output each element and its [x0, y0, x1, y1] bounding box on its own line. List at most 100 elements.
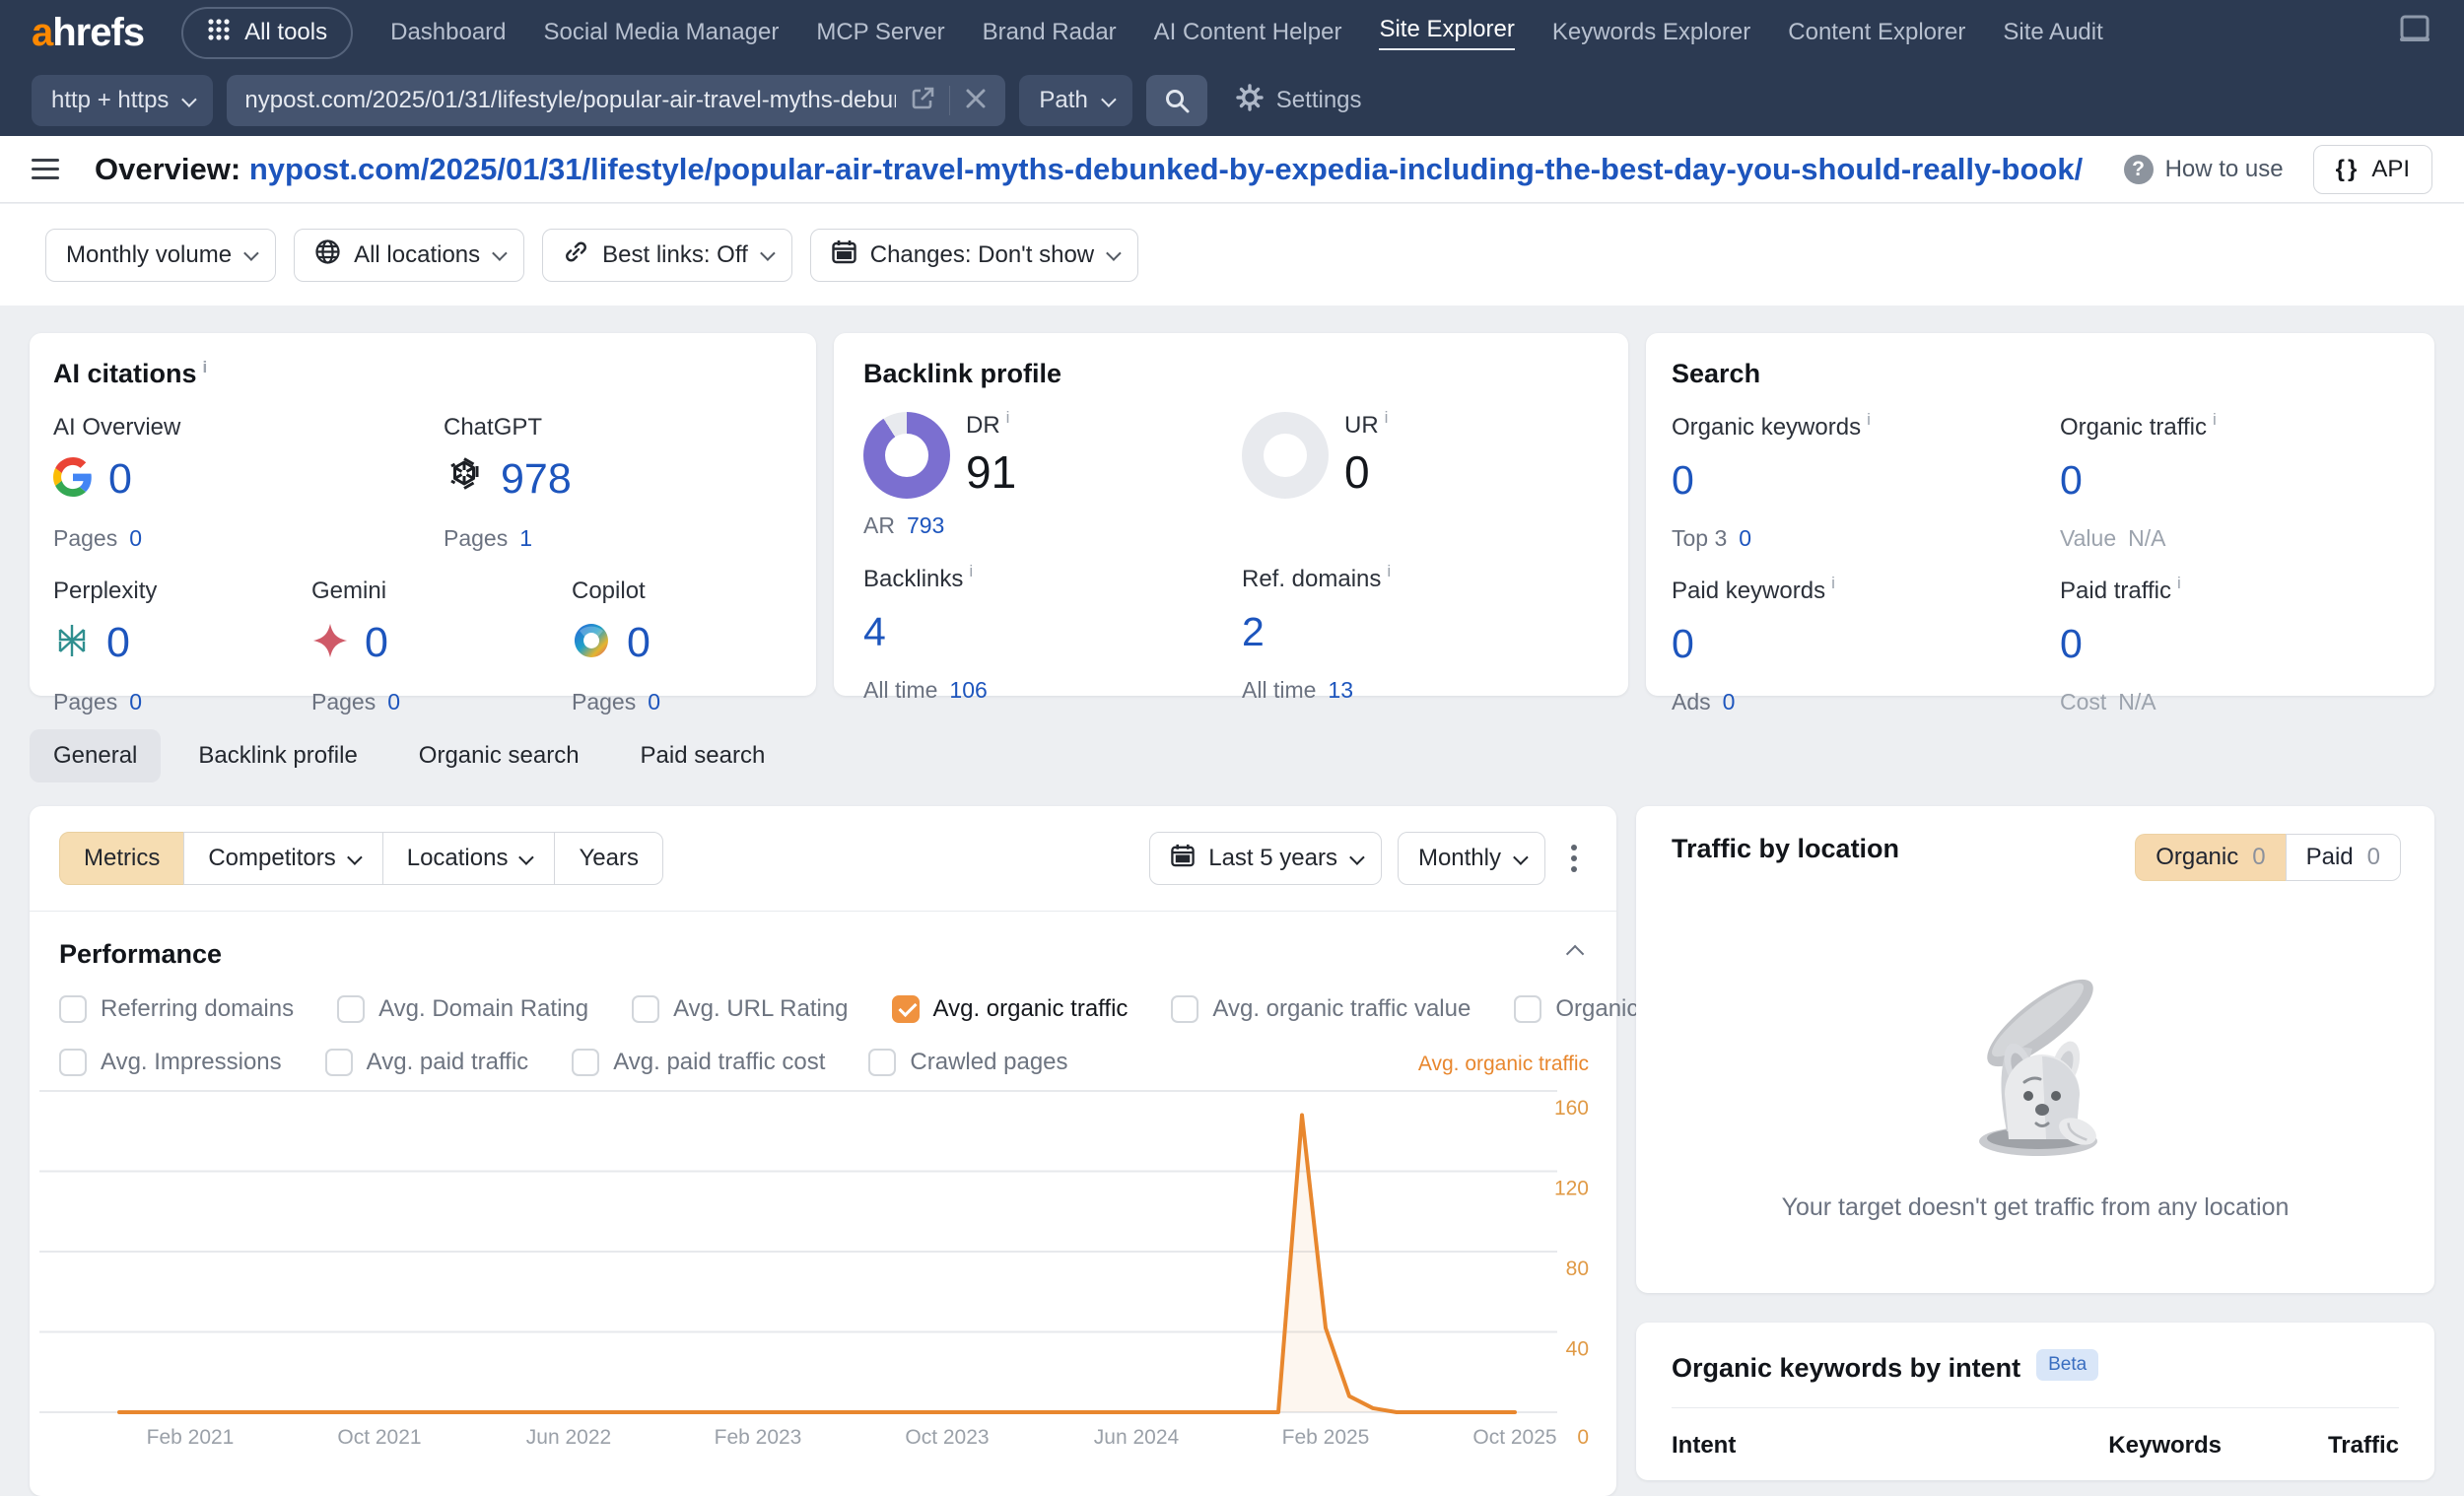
target-url-link[interactable]: nypost.com/2025/01/31/lifestyle/popular-…: [249, 152, 2083, 186]
divider: [949, 86, 950, 115]
google-icon: [53, 457, 93, 502]
chevron-down-icon: [519, 850, 535, 865]
nav-item-dashboard[interactable]: Dashboard: [390, 19, 506, 46]
nav-item-social-media-manager[interactable]: Social Media Manager: [544, 19, 780, 46]
all-time-link[interactable]: 13: [1328, 677, 1353, 704]
changes-dropdown[interactable]: Changes: Don't show: [810, 229, 1138, 282]
collapse-section-icon[interactable]: [1570, 946, 1583, 964]
how-to-use-button[interactable]: ? How to use: [2124, 155, 2284, 184]
keywords-column-header[interactable]: Keywords: [2015, 1432, 2222, 1460]
backlinks-value-link[interactable]: 4: [863, 609, 988, 655]
metrics-segment[interactable]: Metrics: [59, 832, 184, 885]
info-icon[interactable]: [1381, 574, 1391, 590]
best-links-dropdown[interactable]: Best links: Off: [542, 229, 792, 282]
pages-link[interactable]: 0: [648, 689, 660, 715]
copilot-icon: [572, 621, 611, 665]
monthly-volume-dropdown[interactable]: Monthly volume: [45, 229, 276, 282]
metric-chatgpt: ChatGPT 978 Pages1: [444, 414, 572, 552]
svg-text:0: 0: [1577, 1426, 1589, 1449]
performance-card: Metrics Competitors Locations Years Last…: [30, 806, 1616, 1496]
nav-item-brand-radar[interactable]: Brand Radar: [983, 19, 1117, 46]
metric-paid-traffic: Paid traffic 0 CostN/A: [2060, 578, 2181, 715]
external-link-icon[interactable]: [910, 86, 935, 116]
checkbox-icon[interactable]: [1514, 995, 1541, 1023]
pages-link[interactable]: 0: [129, 689, 142, 715]
checkbox-icon[interactable]: [337, 995, 365, 1023]
nav-item-ai-content-helper[interactable]: AI Content Helper: [1154, 19, 1342, 46]
metric-checkbox[interactable]: Referring domains: [59, 995, 294, 1023]
nav-item-site-audit[interactable]: Site Audit: [2003, 19, 2102, 46]
target-input[interactable]: nypost.com/2025/01/31/lifestyle/popular-…: [227, 75, 1005, 126]
checkbox-icon[interactable]: [632, 995, 659, 1023]
info-icon[interactable]: [963, 574, 973, 590]
checkbox-icon[interactable]: [892, 995, 920, 1023]
search-button[interactable]: [1146, 75, 1207, 126]
pages-link[interactable]: 0: [129, 525, 142, 552]
metric-checkbox[interactable]: Avg. organic traffic value: [1171, 995, 1471, 1023]
info-icon[interactable]: [2207, 422, 2217, 439]
ads-link[interactable]: 0: [1723, 689, 1736, 715]
all-tools-button[interactable]: All tools: [181, 7, 353, 59]
info-icon[interactable]: [1861, 422, 1871, 439]
ar-value-link[interactable]: 793: [907, 512, 944, 539]
traffic-column-header[interactable]: Traffic: [2222, 1432, 2399, 1460]
nav-item-keywords-explorer[interactable]: Keywords Explorer: [1552, 19, 1750, 46]
url-rating-donut: [1242, 412, 1329, 499]
empty-state-mascot-illustration: [1922, 976, 2149, 1168]
metric-checkbox[interactable]: Avg. URL Rating: [632, 995, 848, 1023]
info-icon[interactable]: [197, 359, 208, 388]
checkbox-icon[interactable]: [1171, 995, 1198, 1023]
pages-link[interactable]: 0: [387, 689, 400, 715]
nav-item-content-explorer[interactable]: Content Explorer: [1788, 19, 1965, 46]
info-icon[interactable]: [2171, 585, 2181, 602]
tab-paid-search[interactable]: Paid search: [617, 729, 789, 782]
svg-text:Oct 2025: Oct 2025: [1472, 1426, 1556, 1449]
ai-citations-card: AI citations AI Overview 0 Pages0 ChatGP…: [30, 333, 816, 696]
chevron-down-icon: [1106, 245, 1122, 261]
paid-toggle-button[interactable]: Paid 0: [2286, 834, 2401, 881]
checkbox-icon[interactable]: [59, 995, 87, 1023]
page-header: Overview: nypost.com/2025/01/31/lifestyl…: [0, 136, 2464, 203]
intent-column-header[interactable]: Intent: [1672, 1432, 1736, 1460]
metric-ai-overview: AI Overview 0 Pages0: [53, 414, 180, 552]
clear-icon[interactable]: [964, 87, 988, 115]
locations-segment[interactable]: Locations: [382, 832, 556, 885]
device-laptop-icon[interactable]: [2397, 14, 2432, 52]
info-icon[interactable]: [1000, 420, 1010, 437]
all-time-link[interactable]: 106: [949, 677, 987, 704]
question-icon: ?: [2124, 155, 2154, 184]
granularity-dropdown[interactable]: Monthly: [1398, 832, 1545, 885]
settings-button[interactable]: Settings: [1235, 83, 1362, 119]
all-tools-label: All tools: [244, 19, 327, 46]
ahrefs-logo[interactable]: ahrefs: [32, 11, 144, 55]
tab-backlink-profile[interactable]: Backlink profile: [174, 729, 380, 782]
target-query[interactable]: nypost.com/2025/01/31/lifestyle/popular-…: [244, 87, 896, 114]
years-segment[interactable]: Years: [554, 832, 663, 885]
competitors-segment[interactable]: Competitors: [183, 832, 382, 885]
nav-item-mcp-server[interactable]: MCP Server: [816, 19, 944, 46]
info-icon[interactable]: [1379, 420, 1389, 437]
perplexity-icon: [53, 622, 91, 664]
tab-organic-search[interactable]: Organic search: [395, 729, 603, 782]
ai-overview-value: 0: [108, 455, 132, 504]
locations-dropdown[interactable]: All locations: [294, 229, 524, 282]
more-options-icon[interactable]: [1561, 835, 1587, 882]
menu-icon[interactable]: [32, 153, 59, 185]
code-braces-icon: [2336, 156, 2361, 183]
info-icon[interactable]: [1825, 585, 1835, 602]
organic-traffic-chart[interactable]: Avg. organic traffic16012080400Feb 2021O…: [30, 1043, 1616, 1464]
metric-checkbox[interactable]: Avg. organic traffic: [892, 995, 1129, 1023]
svg-text:Feb 2023: Feb 2023: [715, 1426, 802, 1449]
metric-checkbox[interactable]: Avg. Domain Rating: [337, 995, 588, 1023]
protocol-select[interactable]: http + https: [32, 75, 213, 126]
date-range-dropdown[interactable]: Last 5 years: [1149, 832, 1382, 885]
mode-select[interactable]: Path: [1019, 75, 1131, 126]
tab-general[interactable]: General: [30, 729, 161, 782]
organic-toggle-button[interactable]: Organic 0: [2135, 834, 2285, 881]
ref-domains-value-link[interactable]: 2: [1242, 609, 1391, 655]
metric-backlinks: Backlinks 4 All time106: [863, 566, 988, 704]
nav-item-site-explorer[interactable]: Site Explorer: [1379, 16, 1514, 50]
top3-link[interactable]: 0: [1739, 525, 1751, 552]
pages-link[interactable]: 1: [519, 525, 532, 552]
api-button[interactable]: API: [2313, 145, 2432, 194]
